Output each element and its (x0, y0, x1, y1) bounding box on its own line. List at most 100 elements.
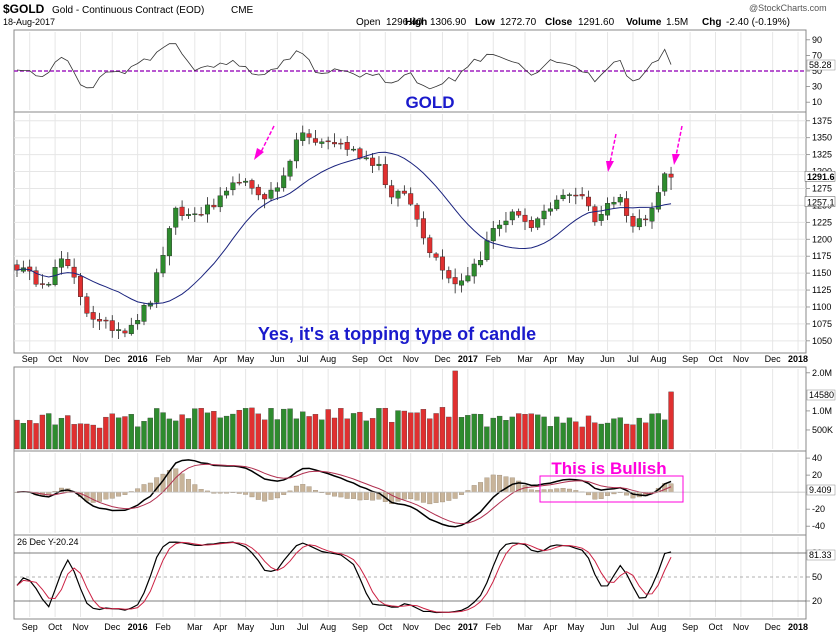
candle-body (452, 277, 458, 285)
candle-body (427, 237, 433, 254)
candle-body (179, 206, 185, 216)
volume-bar (160, 412, 166, 450)
x-axis-label: Sep (22, 622, 38, 632)
stochastic-label: 26 Dec Y-20.24 (17, 537, 79, 547)
macd-histogram-bar (249, 491, 255, 498)
last-close-box (804, 170, 836, 182)
price-tick-label: 1375 (812, 116, 832, 126)
volume-bar (465, 415, 471, 450)
macd-histogram-bar (370, 491, 376, 501)
macd-histogram-bar (255, 491, 261, 500)
volume-bar (319, 419, 325, 450)
x-axis-label: May (237, 622, 255, 632)
rsi-panel: 90 70 50 30 10 58.28 (14, 35, 836, 107)
chart-header: $GOLD Gold - Continuous Contract (EOD) C… (3, 2, 827, 28)
volume-tick-label: 500K (812, 425, 833, 435)
volume-bar (211, 411, 217, 450)
volume-bar (611, 418, 617, 450)
arrow-jun-2017 (606, 133, 617, 172)
x-axis-label: Nov (403, 354, 420, 364)
macd-histogram-bar (395, 491, 401, 502)
candle-body (325, 140, 331, 143)
candle-body (236, 181, 242, 184)
candle-body (160, 255, 166, 274)
rsi-value: 58.28 (809, 60, 832, 70)
volume-value: 1.5M (666, 17, 688, 28)
volume-bar (522, 414, 528, 450)
volume-bar (471, 413, 477, 450)
macd-histogram-bar (439, 491, 445, 503)
candle-body (39, 283, 45, 285)
volume-bar (90, 424, 96, 450)
candle-body (471, 263, 477, 277)
macd-histogram-bar (478, 482, 483, 493)
macd-histogram-bar (586, 491, 591, 496)
candle-body (528, 220, 534, 229)
rsi-tick-label: 30 (812, 82, 822, 92)
volume-bar (223, 415, 230, 450)
candle-body (204, 204, 210, 215)
x-axis-label: Oct (378, 622, 393, 632)
candle-body (293, 139, 299, 162)
candle-body (90, 312, 96, 320)
volume-bar (58, 417, 65, 450)
stochastic-tick-label: 20 (812, 596, 822, 606)
volume-bar (363, 420, 369, 450)
candle-body (586, 196, 592, 207)
macd-histogram-bar (554, 488, 560, 493)
volume-bar (388, 421, 395, 450)
macd-histogram-bar (293, 485, 299, 493)
price-tick-label: 1325 (812, 150, 832, 160)
volume-bar (306, 416, 312, 450)
price-tick-label: 1075 (812, 319, 832, 329)
x-axis-bottom: Sep Oct Nov Dec 2016 Feb Mar Apr May Jun Jul Aug Sep… (22, 622, 808, 632)
macd-histogram-bar (141, 484, 147, 493)
macd-histogram-bar (357, 491, 363, 501)
macd-histogram-bar (97, 491, 102, 502)
volume-bar (179, 414, 185, 450)
volume-bar (541, 416, 547, 450)
candle-body (630, 215, 636, 227)
x-axis-label: 2018 (788, 354, 808, 364)
volume-bar (84, 423, 90, 450)
candle-body (459, 280, 465, 286)
candle-body (33, 270, 39, 285)
candle-body (560, 194, 566, 199)
candle-body (135, 320, 141, 325)
volume-bar (433, 413, 439, 450)
volume-panel: 2.0M 1.0M 500K 14580 (14, 368, 836, 450)
candle-body (116, 329, 122, 331)
volume-bar (249, 407, 255, 450)
x-axis-label: Nov (733, 354, 750, 364)
x-axis-label: May (567, 354, 585, 364)
candlesticks (14, 125, 674, 340)
price-tick-label: 1150 (812, 268, 831, 278)
macd-histogram-bar (116, 491, 122, 497)
stochastic-d-line (16, 541, 672, 613)
chg-label: Chg (702, 17, 721, 28)
x-axis-label: Nov (72, 354, 89, 364)
volume-bar (516, 413, 522, 450)
price-tick-label: 1050 (812, 336, 832, 346)
x-axis-label: Mar (517, 354, 533, 364)
macd-histogram-bar (446, 491, 452, 501)
volume-bar (382, 407, 388, 450)
volume-current-value: 14580 (809, 390, 834, 400)
volume-bar (604, 422, 611, 450)
candle-body (662, 173, 668, 192)
chg-value: -2.40 (-0.19%) (726, 17, 790, 28)
candle-body (592, 206, 598, 223)
macd-line (16, 459, 672, 528)
volume-bar (344, 418, 350, 450)
volume-bar (293, 418, 300, 450)
candle-body (617, 197, 623, 203)
candle-body (58, 258, 64, 268)
volume-bar (103, 416, 109, 450)
candle-body (166, 228, 172, 257)
volume-bar (274, 419, 281, 450)
volume-bar (281, 408, 287, 450)
macd-tick-label: -40 (812, 521, 825, 531)
candle-body (217, 195, 223, 208)
exchange: CME (231, 5, 254, 16)
macd-histogram-bar (624, 491, 630, 496)
